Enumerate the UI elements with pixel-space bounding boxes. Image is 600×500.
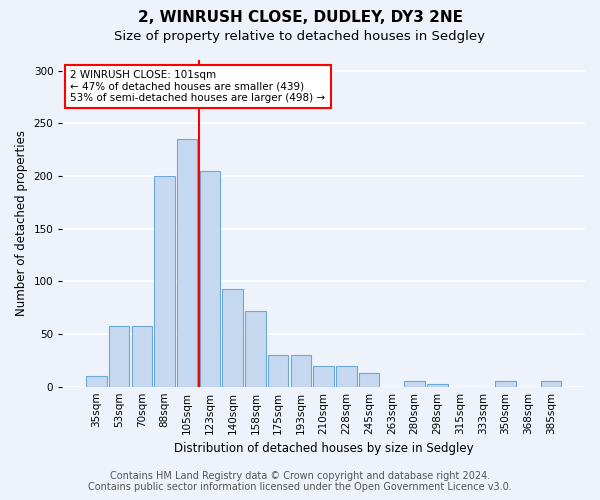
- Text: 2 WINRUSH CLOSE: 101sqm
← 47% of detached houses are smaller (439)
53% of semi-d: 2 WINRUSH CLOSE: 101sqm ← 47% of detache…: [70, 70, 325, 103]
- Bar: [268, 355, 289, 386]
- Bar: [109, 326, 129, 386]
- Bar: [131, 326, 152, 386]
- Bar: [245, 311, 266, 386]
- Bar: [200, 170, 220, 386]
- Bar: [541, 382, 561, 386]
- Bar: [359, 373, 379, 386]
- Bar: [496, 382, 516, 386]
- Text: Contains HM Land Registry data © Crown copyright and database right 2024.
Contai: Contains HM Land Registry data © Crown c…: [88, 471, 512, 492]
- Text: Size of property relative to detached houses in Sedgley: Size of property relative to detached ho…: [115, 30, 485, 43]
- Bar: [154, 176, 175, 386]
- Text: 2, WINRUSH CLOSE, DUDLEY, DY3 2NE: 2, WINRUSH CLOSE, DUDLEY, DY3 2NE: [137, 10, 463, 25]
- Bar: [291, 355, 311, 386]
- Bar: [427, 384, 448, 386]
- Bar: [336, 366, 356, 386]
- Bar: [177, 139, 197, 386]
- X-axis label: Distribution of detached houses by size in Sedgley: Distribution of detached houses by size …: [174, 442, 473, 455]
- Bar: [86, 376, 107, 386]
- Bar: [223, 288, 243, 386]
- Bar: [404, 382, 425, 386]
- Y-axis label: Number of detached properties: Number of detached properties: [15, 130, 28, 316]
- Bar: [313, 366, 334, 386]
